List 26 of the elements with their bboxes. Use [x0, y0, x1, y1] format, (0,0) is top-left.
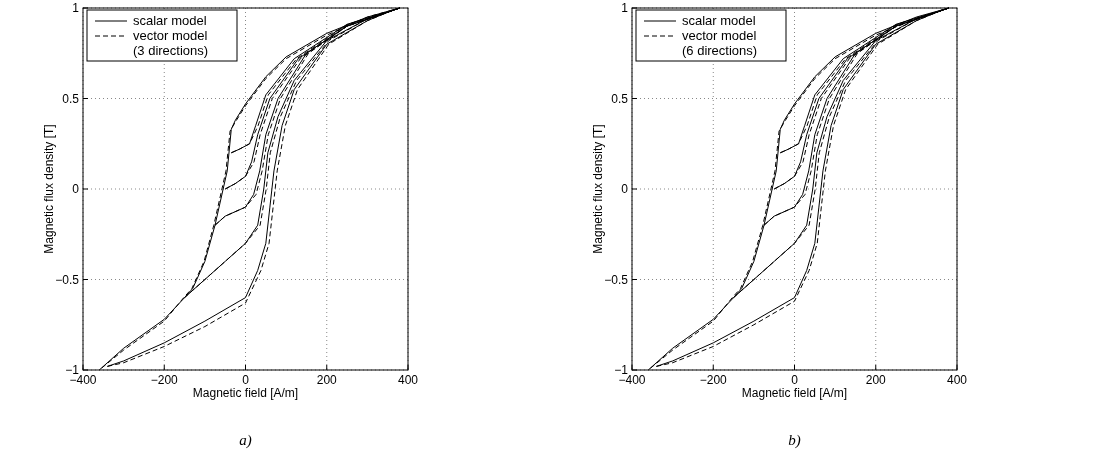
y-tick-label: −0.5	[604, 272, 629, 287]
x-tick-label: −200	[699, 373, 728, 387]
x-tick-label: 0	[242, 373, 250, 387]
legend-label: vector model (3 directions)	[133, 28, 209, 58]
x-tick-label: 400	[946, 373, 968, 387]
y-tick-label: 0	[72, 182, 80, 196]
x-axis-title: Magnetic field [A/m]	[192, 386, 299, 400]
x-tick-label: 0	[791, 373, 799, 387]
y-tick-label: −0.5	[55, 272, 80, 287]
legend-label: vector model (6 directions)	[682, 28, 758, 58]
text: a)	[239, 432, 252, 449]
y-axis-title: Magnetic flux density [T]	[591, 124, 605, 254]
y-tick-label: 1	[72, 1, 80, 15]
y-tick-label: 0.5	[611, 91, 629, 106]
x-tick-label: 200	[865, 373, 887, 387]
y-tick-label: 0	[621, 182, 629, 196]
y-axis-title: Magnetic flux density [T]	[42, 124, 56, 254]
x-axis-title: Magnetic field [A/m]	[741, 386, 848, 400]
x-tick-label: 400	[397, 373, 419, 387]
x-tick-label: 200	[316, 373, 338, 387]
y-tick-label: 0.5	[62, 91, 80, 106]
y-tick-label: 1	[621, 1, 629, 15]
legend-label: scalar model	[133, 13, 207, 28]
x-tick-label: −200	[150, 373, 179, 387]
text: b)	[788, 432, 801, 449]
legend-label: scalar model	[682, 13, 756, 28]
